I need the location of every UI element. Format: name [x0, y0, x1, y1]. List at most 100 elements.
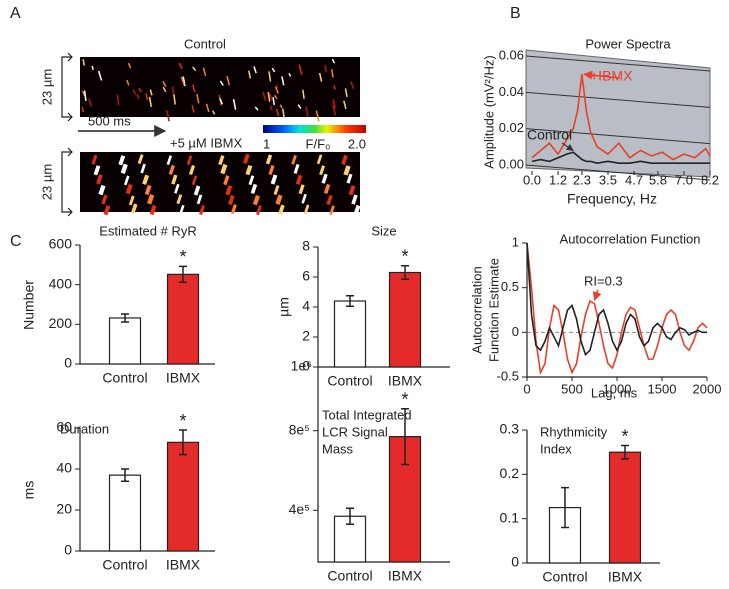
streak	[180, 76, 185, 86]
colorbar-label: 2.0	[348, 136, 366, 151]
grid-line	[525, 91, 711, 108]
colorbar	[263, 125, 366, 133]
error-bar	[346, 295, 354, 307]
y-tick-label: 0	[64, 355, 72, 371]
y-tick-label: 0.2	[500, 465, 520, 481]
y-tick-label: 2	[302, 328, 310, 344]
streak	[98, 184, 106, 196]
streak	[191, 175, 198, 186]
y-tick-label: 600	[49, 236, 73, 252]
streak	[333, 85, 336, 90]
streak	[202, 67, 207, 77]
x-tick-label: IBMX	[166, 557, 201, 573]
streak	[93, 165, 101, 176]
streak	[128, 195, 135, 206]
data-line	[526, 242, 707, 357]
streak	[124, 175, 130, 186]
linescan-streaks	[81, 58, 361, 216]
streak	[88, 98, 93, 107]
x-tick-label: 0.0	[523, 172, 541, 187]
y-tick-label: 0.1	[500, 509, 520, 525]
streak	[223, 175, 230, 186]
grid-line	[525, 128, 711, 145]
x-tick-label: 7.0	[675, 172, 693, 187]
streak	[245, 164, 253, 176]
streak	[291, 154, 297, 165]
y-tick-label: 60	[56, 419, 72, 435]
streak	[275, 108, 280, 117]
y-axis-label: Function Estimate	[486, 258, 501, 362]
x-tick-label: IBMX	[388, 568, 423, 584]
streak	[351, 194, 358, 205]
streak	[132, 89, 137, 95]
streak	[81, 106, 85, 113]
streak	[140, 163, 146, 174]
streak	[305, 106, 309, 118]
streak	[344, 88, 348, 97]
streak	[302, 89, 305, 99]
streak	[220, 163, 228, 175]
y-tick-label: 4	[302, 298, 310, 314]
streak	[301, 193, 307, 204]
x-axis-label: Lag, ms	[591, 385, 638, 400]
streak	[196, 93, 200, 104]
x-tick-label: 2000	[693, 381, 722, 396]
streak	[171, 86, 175, 95]
streak	[256, 205, 262, 216]
streak	[293, 163, 300, 174]
streak	[295, 174, 303, 185]
streak	[144, 184, 152, 196]
streak	[82, 59, 86, 66]
streak	[267, 91, 271, 102]
x-tick-label: IBMX	[166, 370, 201, 386]
y-tick-label: 1	[512, 234, 519, 249]
streak	[118, 155, 126, 166]
streak	[318, 72, 323, 82]
streak	[137, 154, 144, 165]
error-bar	[121, 468, 129, 483]
streak	[279, 104, 283, 109]
streak	[192, 66, 197, 72]
annotation: RI=0.3	[584, 273, 623, 288]
significance-star: *	[179, 411, 186, 431]
x-tick-label: IBMX	[608, 569, 643, 585]
streak	[298, 64, 303, 75]
y-tick-label: 0.00	[499, 156, 524, 171]
streak	[162, 80, 167, 87]
streak	[298, 184, 305, 195]
streak	[331, 58, 335, 64]
y-tick-label: 4e⁵	[289, 501, 310, 517]
streak	[331, 69, 334, 78]
streak	[346, 173, 353, 184]
streak	[149, 89, 153, 96]
annotation-arrow	[561, 142, 574, 151]
streak	[178, 62, 183, 70]
y-tick-label: 0.3	[500, 421, 520, 437]
chart-title: Duration	[60, 421, 109, 436]
streak	[250, 183, 258, 194]
streak	[176, 194, 183, 205]
streak	[248, 175, 255, 186]
streak	[326, 194, 333, 206]
x-tick-label: 1.2	[549, 172, 567, 187]
streak	[186, 155, 193, 166]
x-tick-label: Control	[102, 557, 147, 573]
scale-bracket	[61, 52, 73, 122]
streak	[253, 66, 257, 74]
streak	[268, 92, 273, 101]
streak	[303, 204, 310, 215]
x-tick-label: 1500	[648, 381, 677, 396]
streak	[248, 70, 252, 79]
streak	[273, 94, 278, 100]
streak	[96, 174, 103, 185]
annotation-arrow	[592, 289, 602, 302]
y-tick-label: 40	[56, 460, 72, 476]
bar	[608, 451, 642, 564]
streak	[324, 65, 327, 73]
chart-title: Mass	[322, 441, 354, 456]
streak	[83, 90, 87, 102]
error-bar	[121, 313, 129, 323]
image-label: +5 µM IBMX	[170, 135, 242, 150]
y-tick-label: 400	[49, 275, 73, 291]
